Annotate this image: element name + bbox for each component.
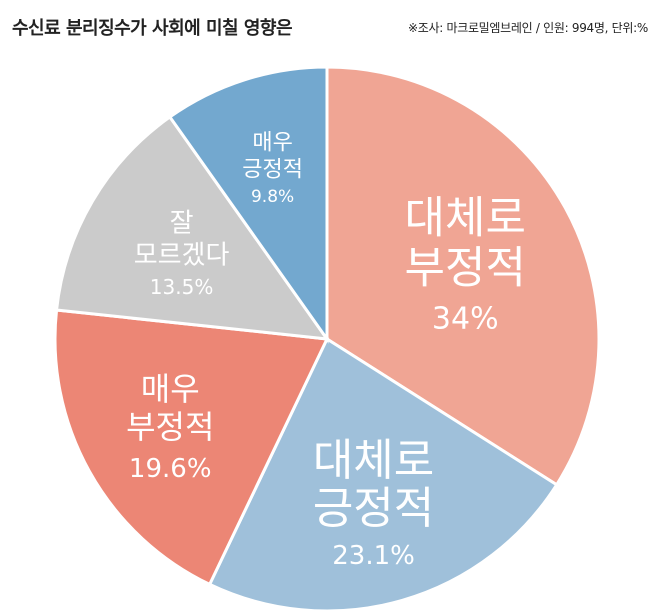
slice-label-2-line-0: 매우 [141, 370, 200, 408]
slice-value-1: 23.1% [332, 541, 415, 571]
chart-title: 수신료 분리징수가 사회에 미칠 영향은 [12, 18, 293, 39]
slice-label-2-line-1: 부정적 [126, 408, 214, 446]
slice-label-4-line-1: 긍정적 [242, 157, 303, 182]
slice-label-3-line-0: 잘 [170, 209, 194, 239]
pie-slice-2 [53, 308, 330, 587]
slice-value-4: 9.8% [251, 187, 294, 207]
slice-label-0-line-0: 대체로 [405, 192, 526, 243]
pie-slice-0 [325, 65, 601, 487]
pie-slice-4 [167, 65, 329, 344]
slice-label-3-line-1: 모르겠다 [134, 241, 230, 271]
source-note: ※조사: 마크로밀엠브레인 / 인원: 994명, 단위:% [407, 21, 648, 35]
slice-label-1-line-1: 긍정적 [313, 483, 434, 534]
slice-label-1-line-0: 대체로 [313, 435, 434, 486]
pie-slice-3 [54, 114, 331, 341]
slice-value-2: 19.6% [129, 454, 212, 484]
slice-label-0-line-1: 부정적 [405, 242, 526, 293]
slice-label-4-line-0: 매우 [252, 130, 292, 155]
slice-value-3: 13.5% [150, 275, 214, 299]
pie-slice-1 [207, 336, 559, 610]
slice-value-0: 34% [432, 302, 499, 337]
